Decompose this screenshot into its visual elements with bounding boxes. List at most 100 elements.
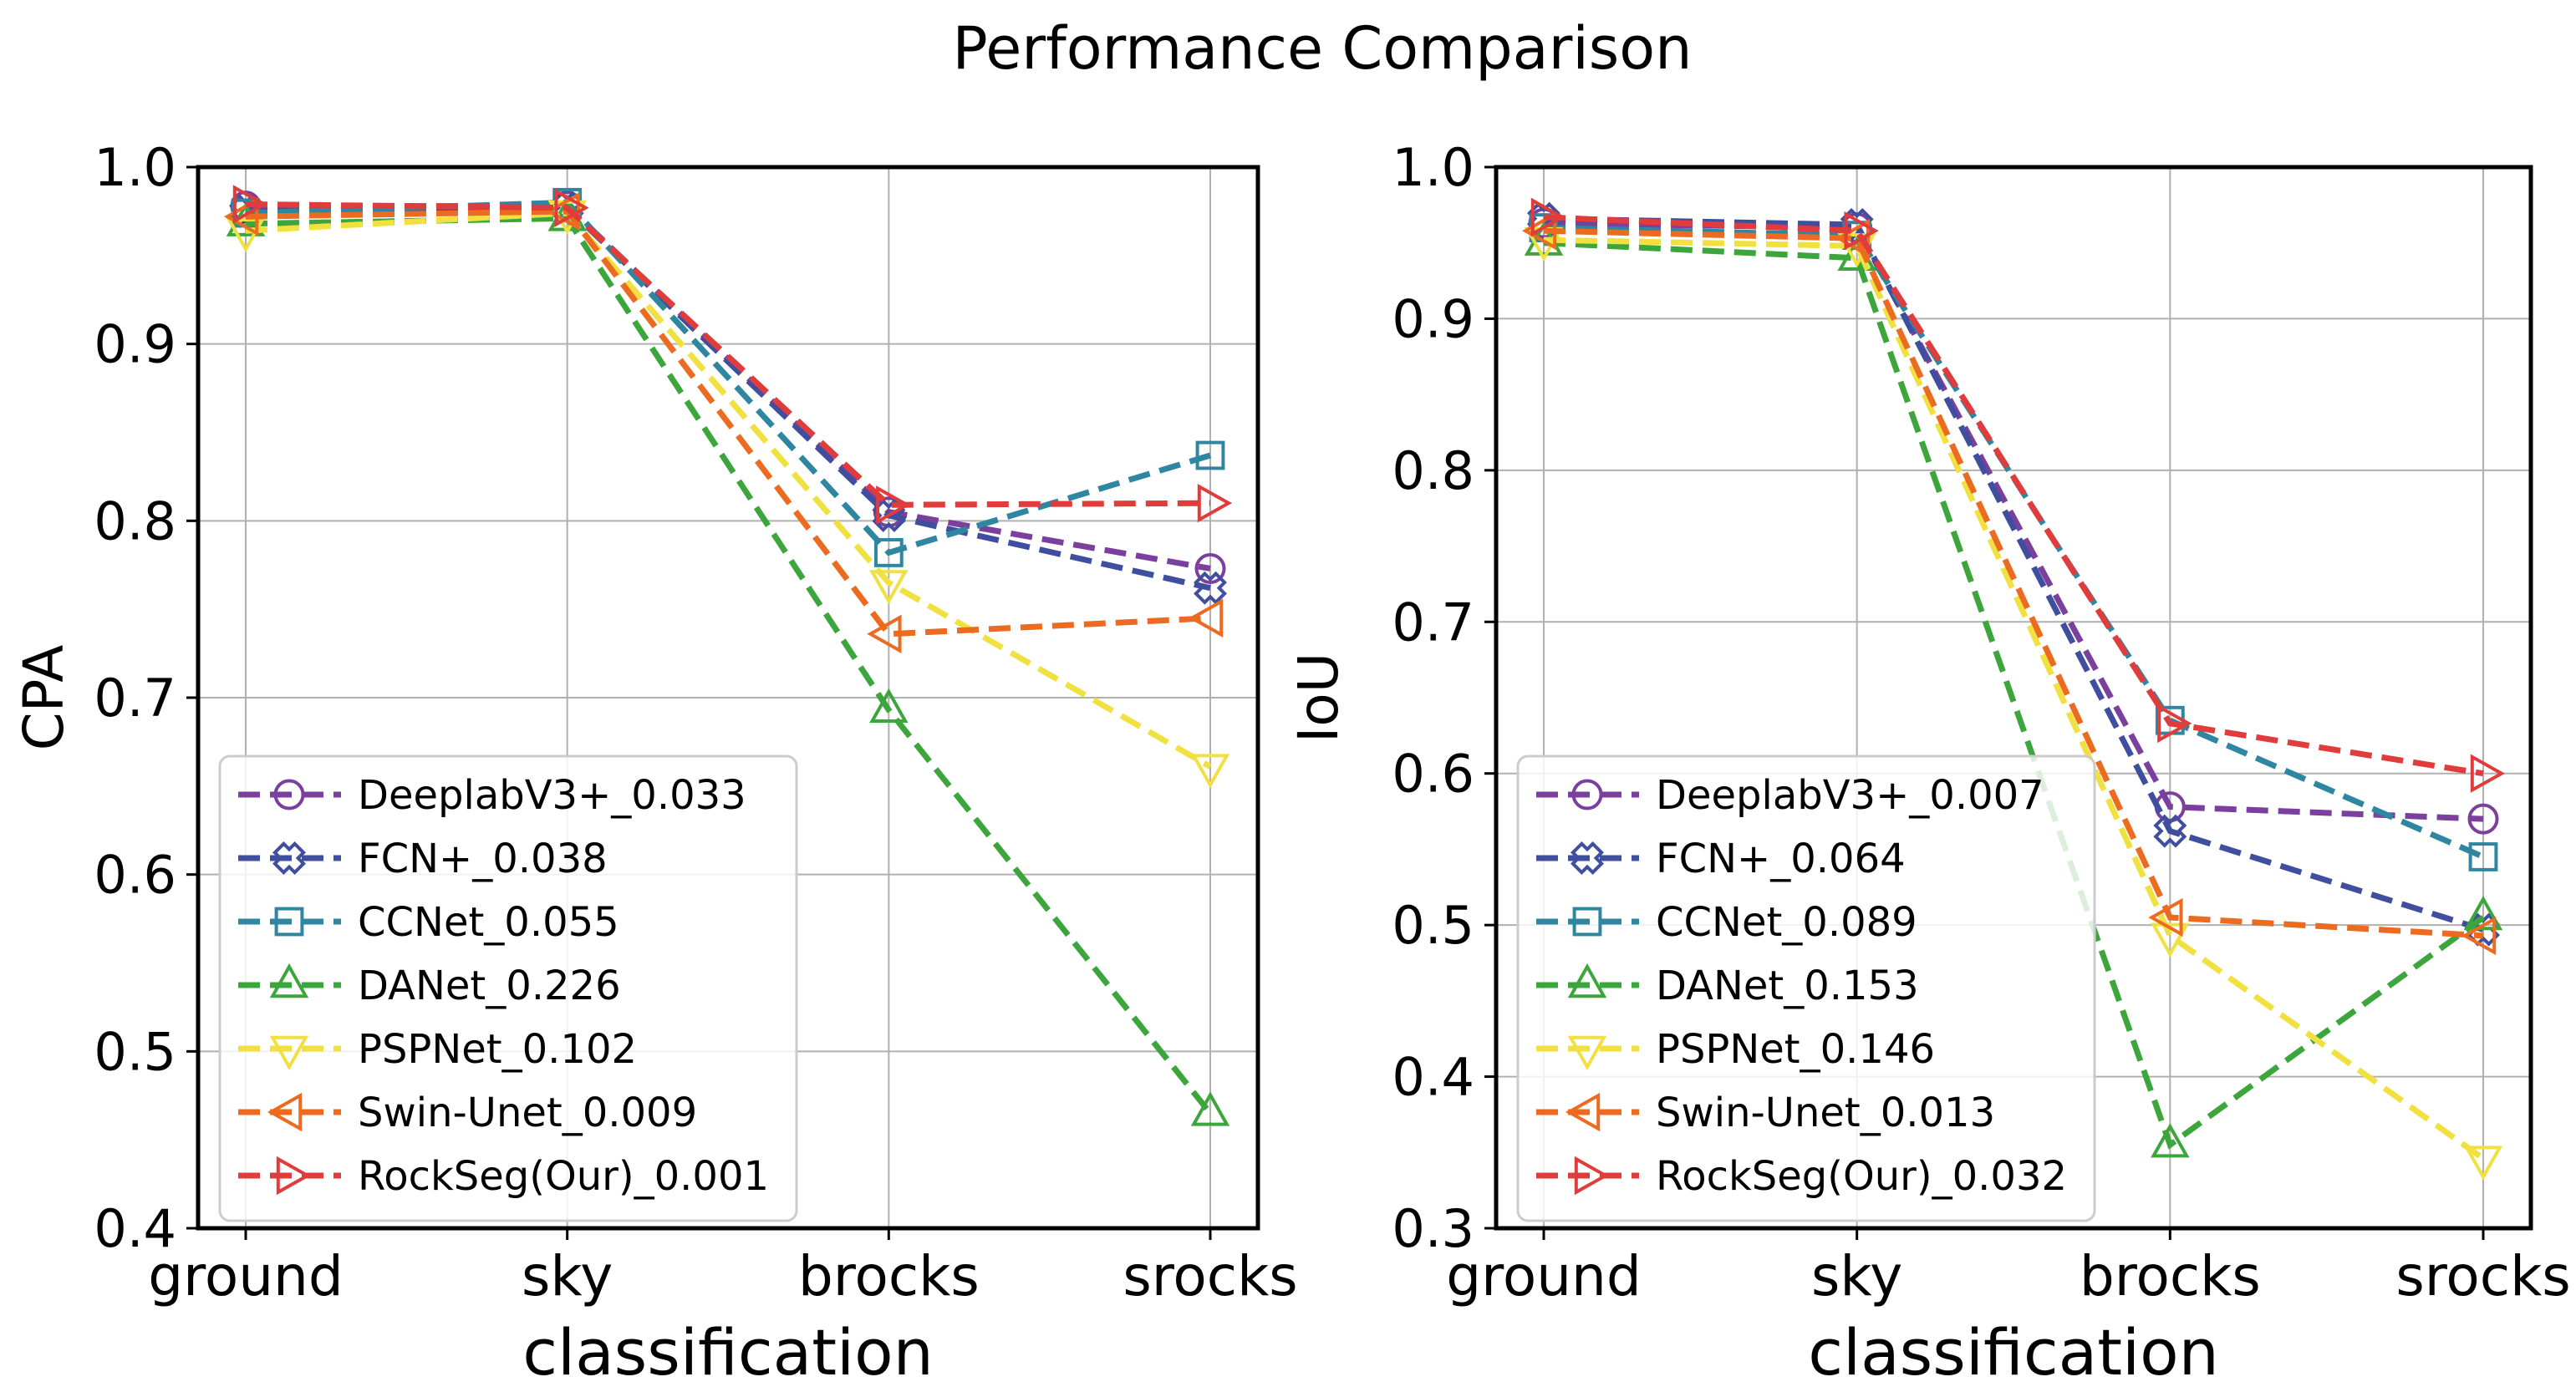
cpa-point-pspnet-0-102-ground — [226, 218, 266, 253]
cpa-point-ccnet-0-055-srocks — [1195, 440, 1225, 470]
iou-y-axis-label: IoU — [1286, 653, 1351, 743]
cpa-plot-frame — [196, 165, 1260, 1231]
cpa-series-rockseg-our-0-001 — [232, 185, 1233, 525]
iou-legend-box — [1516, 754, 2096, 1222]
iou-legend-label-swin-unet-0-013: Swin-Unet_0.013 — [1656, 1090, 1995, 1136]
cpa-legend-item-swin-unet-0-009: Swin-Unet_0.009 — [238, 1090, 697, 1136]
iou-point-rockseg-our-0-032-sky — [1844, 211, 1879, 251]
cpa-chart-panel: 0.4 0.5 0.6 0.7 0.8 0.9 1.0 ground sky brocks sroc… — [12, 137, 1298, 1389]
cpa-point-ccnet-0-055-brocks — [873, 538, 904, 567]
iou-point-pspnet-0-146-brocks — [2151, 922, 2190, 958]
iou-ytick-label: 1.0 — [1392, 137, 1474, 198]
cpa-point-swin-unet-0-009-brocks — [867, 614, 902, 654]
cpa-ytick-label: 0.9 — [94, 314, 176, 375]
iou-series-line-swin-unet-0-013 — [1543, 227, 2484, 939]
cpa-point-rockseg-our-0-001-ground — [232, 185, 268, 224]
iou-ytick-label: 0.7 — [1392, 592, 1474, 653]
cpa-series-ccnet-0-055 — [231, 187, 1225, 567]
iou-legend-label-deeplabv3-0-007: DeeplabV3+_0.007 — [1656, 772, 2044, 819]
figure-title: Performance Comparison — [953, 14, 1693, 83]
iou-legend-marker-rockseg-our-0-032 — [1574, 1156, 1610, 1196]
cpa-legend-item-pspnet-0-102: PSPNet_0.102 — [238, 1026, 637, 1073]
cpa-legend-label-fcn-0-038: FCN+_0.038 — [358, 836, 608, 882]
iou-legend-item-rockseg-our-0-032: RockSeg(Our)_0.032 — [1536, 1153, 2067, 1200]
iou-chart-panel: 0.3 0.4 0.5 0.6 0.7 0.8 0.9 1.0 ground sky brocks s… — [1286, 137, 2571, 1389]
iou-legend-item-fcn-0-064: FCN+_0.064 — [1536, 836, 1906, 882]
cpa-legend: DeeplabV3+_0.033 FCN+_0.038 CCNet_0.055 DAN… — [218, 754, 798, 1222]
iou-series-danet-0-153 — [1524, 221, 2503, 1158]
iou-legend-label-danet-0-153: DANet_0.153 — [1656, 963, 1919, 1009]
cpa-legend-marker-pspnet-0-102 — [269, 1035, 309, 1071]
cpa-xtick-label-srocks: srocks — [1123, 1244, 1297, 1308]
iou-xtick-label-srocks: srocks — [2395, 1244, 2570, 1308]
cpa-point-fcn-0-038-srocks — [1194, 571, 1227, 605]
iou-legend-marker-pspnet-0-146 — [1567, 1035, 1607, 1071]
cpa-series-line-deeplabv3-0-033 — [246, 203, 1211, 572]
cpa-ytick-label: 0.5 — [94, 1021, 176, 1082]
cpa-legend-label-deeplabv3-0-033: DeeplabV3+_0.033 — [358, 772, 746, 819]
iou-legend-label-ccnet-0-089: CCNet_0.089 — [1656, 899, 1917, 946]
cpa-point-danet-0-226-srocks — [1190, 1091, 1230, 1126]
iou-point-swin-unet-0-013-brocks — [2148, 897, 2183, 937]
cpa-legend-marker-danet-0-226 — [269, 963, 309, 998]
iou-series-rockseg-our-0-032 — [1530, 197, 2506, 793]
cpa-series-line-fcn-0-038 — [245, 205, 1211, 592]
cpa-series-line-pspnet-0-102 — [245, 210, 1212, 770]
iou-series-line-rockseg-our-0-032 — [1543, 214, 2484, 777]
cpa-point-rockseg-our-0-001-brocks — [876, 485, 911, 525]
iou-legend: DeeplabV3+_0.007 FCN+_0.064 CCNet_0.089 DAN… — [1516, 754, 2096, 1222]
iou-legend-marker-deeplabv3-0-007 — [1571, 779, 1603, 810]
cpa-point-pspnet-0-102-srocks — [1190, 754, 1230, 789]
cpa-series-fcn-0-038 — [229, 191, 1227, 605]
iou-series-line-danet-0-153 — [1543, 240, 2486, 1150]
iou-point-swin-unet-0-013-srocks — [2461, 916, 2497, 956]
cpa-legend-label-rockseg-our-0-001: RockSeg(Our)_0.001 — [358, 1153, 769, 1200]
cpa-legend-marker-swin-unet-0-009 — [267, 1092, 303, 1132]
cpa-series-swin-unet-0-009 — [223, 191, 1224, 654]
cpa-point-fcn-0-038-brocks — [872, 498, 906, 532]
cpa-legend-item-fcn-0-038: FCN+_0.038 — [238, 836, 608, 882]
iou-point-swin-unet-0-013-sky — [1835, 219, 1870, 258]
cpa-legend-marker-fcn-0-038 — [272, 841, 306, 875]
cpa-legend-item-rockseg-our-0-001: RockSeg(Our)_0.001 — [238, 1153, 769, 1200]
iou-point-swin-unet-0-013-ground — [1521, 211, 1557, 251]
iou-point-ccnet-0-089-srocks — [2468, 842, 2498, 871]
iou-point-danet-0-153-srocks — [2463, 895, 2503, 931]
cpa-y-axis-label: CPA — [12, 645, 76, 751]
iou-series-deeplabv3-0-007 — [1528, 207, 2499, 835]
iou-ytick-label: 0.8 — [1392, 440, 1474, 501]
iou-ytick-label: 0.3 — [1392, 1198, 1474, 1259]
iou-xtick-label-ground: ground — [1446, 1244, 1642, 1308]
cpa-ytick-label: 1.0 — [94, 137, 176, 198]
iou-point-rockseg-our-0-032-brocks — [2157, 704, 2192, 744]
iou-legend-item-deeplabv3-0-007: DeeplabV3+_0.007 — [1536, 772, 2044, 819]
cpa-legend-marker-deeplabv3-0-033 — [273, 779, 305, 810]
cpa-legend-label-pspnet-0-102: PSPNet_0.102 — [358, 1026, 637, 1073]
iou-legend-item-ccnet-0-089: CCNet_0.089 — [1536, 899, 1917, 946]
cpa-legend-item-ccnet-0-055: CCNet_0.055 — [238, 899, 619, 946]
iou-legend-item-swin-unet-0-013: Swin-Unet_0.013 — [1536, 1090, 1995, 1136]
iou-series-swin-unet-0-013 — [1521, 211, 2497, 956]
cpa-series-deeplabv3-0-033 — [230, 191, 1226, 584]
cpa-ytick-label: 0.4 — [94, 1198, 176, 1259]
cpa-legend-box — [218, 754, 798, 1222]
iou-point-rockseg-our-0-032-ground — [1530, 197, 1566, 237]
iou-legend-marker-fcn-0-064 — [1571, 841, 1604, 875]
cpa-xtick-label-ground: ground — [148, 1244, 344, 1308]
cpa-series-line-rockseg-our-0-001 — [245, 201, 1211, 508]
iou-point-pspnet-0-146-srocks — [2463, 1146, 2503, 1181]
cpa-ytick-label: 0.7 — [94, 668, 176, 729]
iou-legend-label-fcn-0-064: FCN+_0.064 — [1656, 836, 1906, 882]
cpa-legend-label-swin-unet-0-009: Swin-Unet_0.009 — [358, 1090, 697, 1136]
cpa-series-line-ccnet-0-055 — [245, 199, 1212, 556]
iou-legend-marker-ccnet-0-089 — [1572, 907, 1602, 937]
iou-point-rockseg-our-0-032-srocks — [2470, 754, 2506, 793]
cpa-legend-item-deeplabv3-0-033: DeeplabV3+_0.033 — [238, 772, 746, 819]
cpa-xtick-label-brocks: brocks — [798, 1244, 980, 1308]
iou-ytick-label: 0.4 — [1392, 1047, 1474, 1108]
iou-legend-label-pspnet-0-146: PSPNet_0.146 — [1656, 1026, 1935, 1073]
cpa-point-swin-unet-0-009-srocks — [1188, 598, 1224, 638]
iou-legend-marker-swin-unet-0-013 — [1565, 1092, 1601, 1132]
iou-ytick-label: 0.6 — [1392, 744, 1474, 805]
